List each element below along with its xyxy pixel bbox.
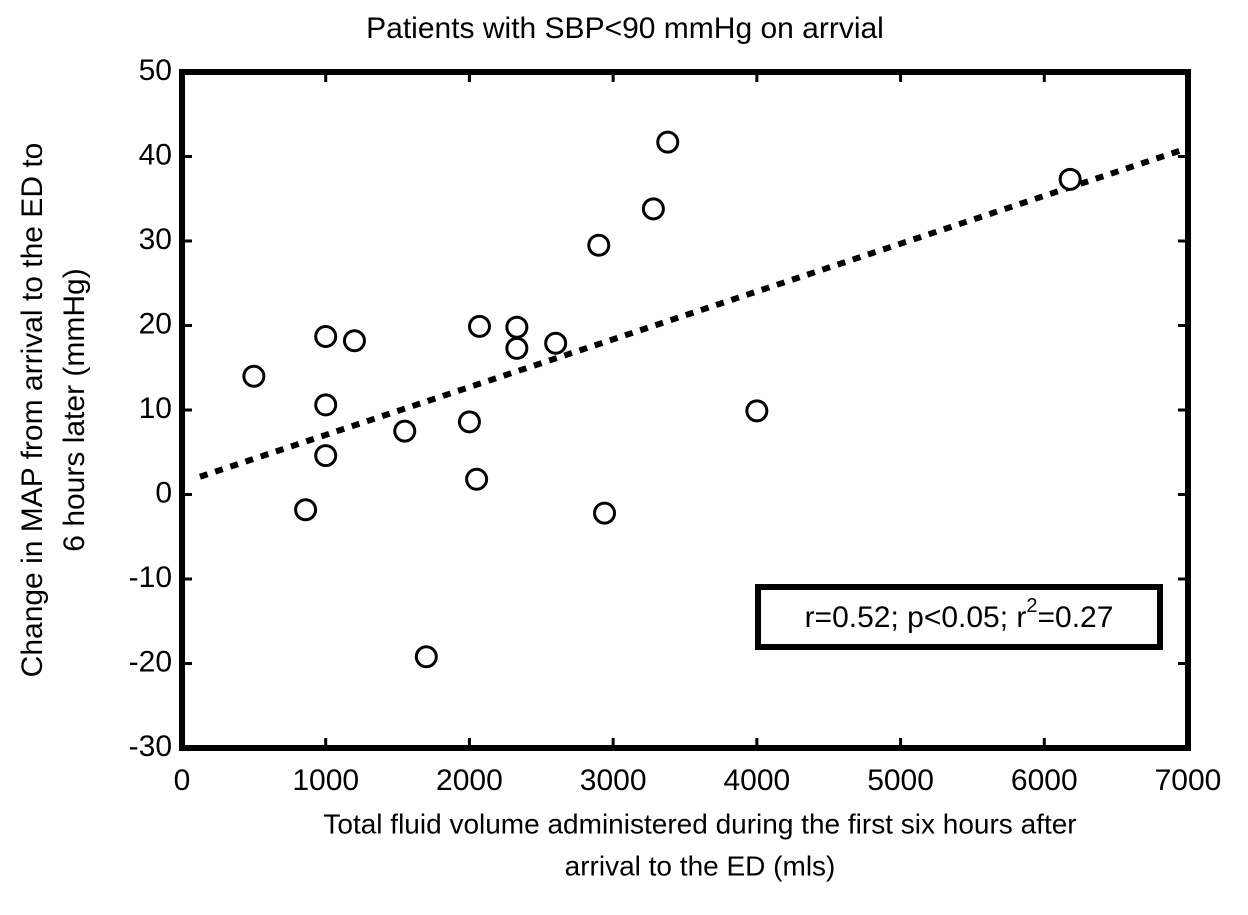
y-tick-label: 40 — [139, 138, 172, 171]
annotation-text: r=0.52; p<0.05; r — [805, 601, 1027, 634]
data-point — [544, 331, 568, 355]
x-axis-label: arrival to the ED (mls) — [565, 850, 836, 881]
y-tick-label: 20 — [139, 307, 172, 340]
y-tick-label: 10 — [139, 392, 172, 425]
y-axis-label-group: Change in MAP from arrival to the ED to … — [16, 143, 91, 678]
y-tick-label: -30 — [129, 730, 172, 763]
y-tick-label: 30 — [139, 223, 172, 256]
data-point — [314, 393, 338, 417]
annotation-box — [755, 584, 1163, 650]
y-tick-label: -20 — [129, 645, 172, 678]
data-point — [294, 498, 318, 522]
data-point — [457, 410, 481, 434]
data-point — [505, 315, 529, 339]
data-point — [1058, 167, 1082, 191]
data-point — [314, 444, 338, 468]
annotation: r=0.52; p<0.05; r2=0.27 — [805, 595, 1114, 634]
data-point — [465, 467, 489, 491]
annotation-text: =0.27 — [1038, 601, 1114, 634]
x-tick-label: 5000 — [867, 764, 934, 797]
x-tick-label: 4000 — [723, 764, 790, 797]
data-point — [342, 329, 366, 353]
annotation-superscript: 2 — [1026, 595, 1037, 617]
data-point — [656, 130, 680, 154]
data-point — [745, 399, 769, 423]
data-point — [314, 324, 338, 348]
trend-line — [199, 145, 1189, 480]
y-axis-label: Change in MAP from arrival to the ED to — [16, 143, 49, 678]
y-tick-label: 50 — [139, 54, 172, 87]
x-tick-label: 2000 — [436, 764, 503, 797]
data-point — [587, 233, 611, 257]
plot-frame — [179, 69, 1191, 751]
x-tick-label: 3000 — [580, 764, 647, 797]
y-tick-label: 0 — [155, 476, 172, 509]
x-tick-label: 6000 — [1011, 764, 1078, 797]
data-point — [414, 645, 438, 669]
data-point — [467, 314, 491, 338]
x-axis-label: Total fluid volume administered during t… — [323, 808, 1076, 839]
chart-title: Patients with SBP<90 mmHg on arrvial — [366, 12, 884, 45]
data-point — [505, 336, 529, 360]
data-point — [393, 419, 417, 443]
y-tick-label: -10 — [129, 561, 172, 594]
data-point — [593, 501, 617, 525]
x-tick-label: 0 — [174, 764, 191, 797]
data-point — [641, 197, 665, 221]
x-tick-label: 1000 — [292, 764, 359, 797]
y-axis-label: 6 hours later (mmHg) — [58, 268, 91, 551]
data-point — [242, 364, 266, 388]
x-tick-label: 7000 — [1155, 764, 1222, 797]
